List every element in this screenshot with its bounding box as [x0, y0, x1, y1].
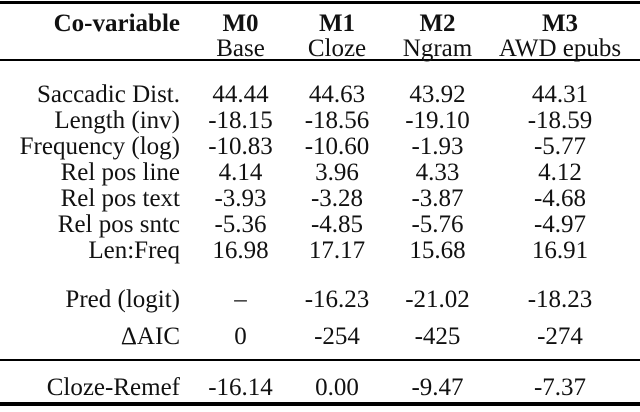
row-label: Pred (logit) [65, 286, 180, 313]
cell-value: -16.14 [208, 374, 273, 401]
cell-value: 4.33 [415, 159, 460, 186]
cell-value: -9.47 [411, 374, 464, 401]
cell-value: -3.93 [214, 185, 267, 212]
table-bottom-rule [0, 402, 640, 406]
cell-value: -5.76 [411, 211, 464, 238]
table-header-row-models: Co-variable M0 M1 M2 M3 [0, 10, 630, 37]
cell-value: 17.17 [308, 237, 366, 264]
cell-value: 0.00 [315, 374, 359, 401]
cell-value: 44.31 [531, 81, 589, 108]
cell-value: -10.83 [208, 133, 273, 160]
row-label: Length (inv) [54, 107, 180, 134]
cell-value: -4.68 [533, 185, 587, 212]
table-row: Saccadic Dist. 44.44 44.63 43.92 44.31 [0, 81, 630, 108]
cell-value: -1.93 [411, 133, 464, 160]
table-row: Frequency (log) -10.83 -10.60 -1.93 -5.7… [0, 133, 630, 160]
cell-value: -7.37 [533, 374, 587, 401]
cell-value: -18.15 [208, 107, 273, 134]
cell-value: -21.02 [405, 286, 470, 313]
cell-value: -4.85 [310, 211, 364, 238]
cell-value: 3.96 [315, 159, 359, 186]
cell-value: -18.23 [527, 286, 593, 313]
table-row-pred-logit: Pred (logit) – -16.23 -21.02 -18.23 [0, 286, 630, 313]
cell-value: -254 [314, 323, 360, 350]
cell-value: 44.44 [212, 81, 269, 108]
header-rule [0, 59, 640, 61]
cell-value: 15.68 [409, 237, 466, 264]
row-label: Rel pos sntc [57, 211, 180, 238]
table-top-rule [0, 1, 640, 4]
header-model-m0: M0 [222, 10, 259, 37]
row-label: ΔAIC [120, 323, 180, 350]
cell-value: – [234, 286, 247, 313]
header-model-m1-name: Cloze [307, 35, 367, 62]
table-row: Length (inv) -18.15 -18.56 -19.10 -18.59 [0, 107, 630, 134]
row-label: Rel pos line [60, 159, 180, 186]
header-model-m0-name: Base [216, 35, 265, 62]
cell-value: -18.59 [527, 107, 593, 134]
header-covariable: Co-variable [53, 10, 180, 37]
table-row: Rel pos text -3.93 -3.28 -3.87 -4.68 [0, 185, 630, 212]
cell-value: 43.92 [409, 81, 466, 108]
header-model-m2-name: Ngram [402, 35, 473, 62]
cell-value: -19.10 [405, 107, 470, 134]
header-model-m1: M1 [318, 10, 356, 37]
row-label: Cloze-Remef [46, 374, 180, 401]
cell-value: 44.63 [308, 81, 366, 108]
header-model-m3: M3 [541, 10, 579, 37]
cell-value: -4.97 [533, 211, 587, 238]
cell-value: 16.98 [212, 237, 269, 264]
cell-value: 4.12 [538, 159, 582, 186]
table-row: Rel pos sntc -5.36 -4.85 -5.76 -4.97 [0, 211, 630, 238]
cell-value: -3.87 [411, 185, 464, 212]
section-rule [0, 359, 640, 361]
row-label: Rel pos text [60, 185, 180, 212]
cell-value: -3.28 [310, 185, 364, 212]
table-header-row-model-names: Base Cloze Ngram AWD epubs [0, 35, 630, 62]
cell-value: -10.60 [304, 133, 370, 160]
cell-value: 4.14 [218, 159, 263, 186]
table-row-delta-aic: ΔAIC 0 -254 -425 -274 [0, 323, 630, 350]
header-model-m2: M2 [419, 10, 456, 37]
header-model-m3-name: AWD epubs [498, 35, 622, 62]
cell-value: -274 [537, 323, 583, 350]
row-label: Frequency (log) [19, 133, 180, 160]
cell-value: -5.36 [214, 211, 267, 238]
cell-value: -425 [414, 323, 461, 350]
table-row-cloze-remef: Cloze-Remef -16.14 0.00 -9.47 -7.37 [0, 374, 630, 401]
cell-value: -18.56 [304, 107, 370, 134]
row-label: Saccadic Dist. [36, 81, 180, 108]
cell-value: -16.23 [304, 286, 370, 313]
cell-value: 0 [234, 323, 247, 350]
table-row: Len:Freq 16.98 17.17 15.68 16.91 [0, 237, 630, 264]
cell-value: 16.91 [531, 237, 589, 264]
table-row: Rel pos line 4.14 3.96 4.33 4.12 [0, 159, 630, 186]
row-label: Len:Freq [88, 237, 180, 264]
cell-value: -5.77 [533, 133, 587, 160]
